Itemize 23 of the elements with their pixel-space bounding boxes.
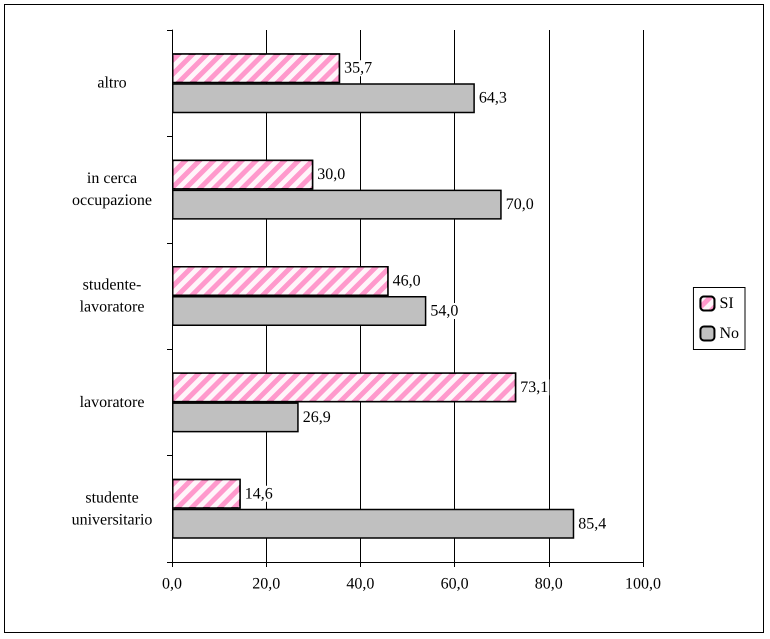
data-label: 85,4 [578, 515, 606, 532]
y-tick-label: studente universitario [72, 489, 152, 528]
data-label: 35,7 [344, 60, 372, 77]
legend-label: SI [719, 295, 734, 312]
y-tick-label: in cerca occupazione [72, 170, 152, 210]
y-tick-label: studente- lavoratore [80, 276, 144, 316]
data-label: 30,0 [317, 166, 346, 184]
x-tick-label: 0,0 [162, 576, 182, 592]
x-tick-label: 20,0 [252, 576, 280, 592]
legend-label: No [719, 325, 740, 342]
x-tick-label: 80,0 [534, 576, 563, 592]
y-tick-label: altro [97, 74, 127, 92]
data-label: 26,9 [302, 408, 331, 426]
x-tick-label: 40,0 [346, 576, 374, 592]
data-label: 14,6 [244, 485, 273, 502]
x-tick-label: 60,0 [440, 576, 469, 592]
data-label: 46,0 [392, 272, 421, 290]
data-label: 64,3 [478, 90, 507, 107]
x-tick-label: 100,0 [625, 576, 661, 592]
y-tick-label: lavoratore [80, 394, 144, 411]
data-label: 54,0 [430, 302, 458, 320]
data-label: 70,0 [506, 196, 534, 214]
data-label: 73,1 [520, 378, 548, 396]
